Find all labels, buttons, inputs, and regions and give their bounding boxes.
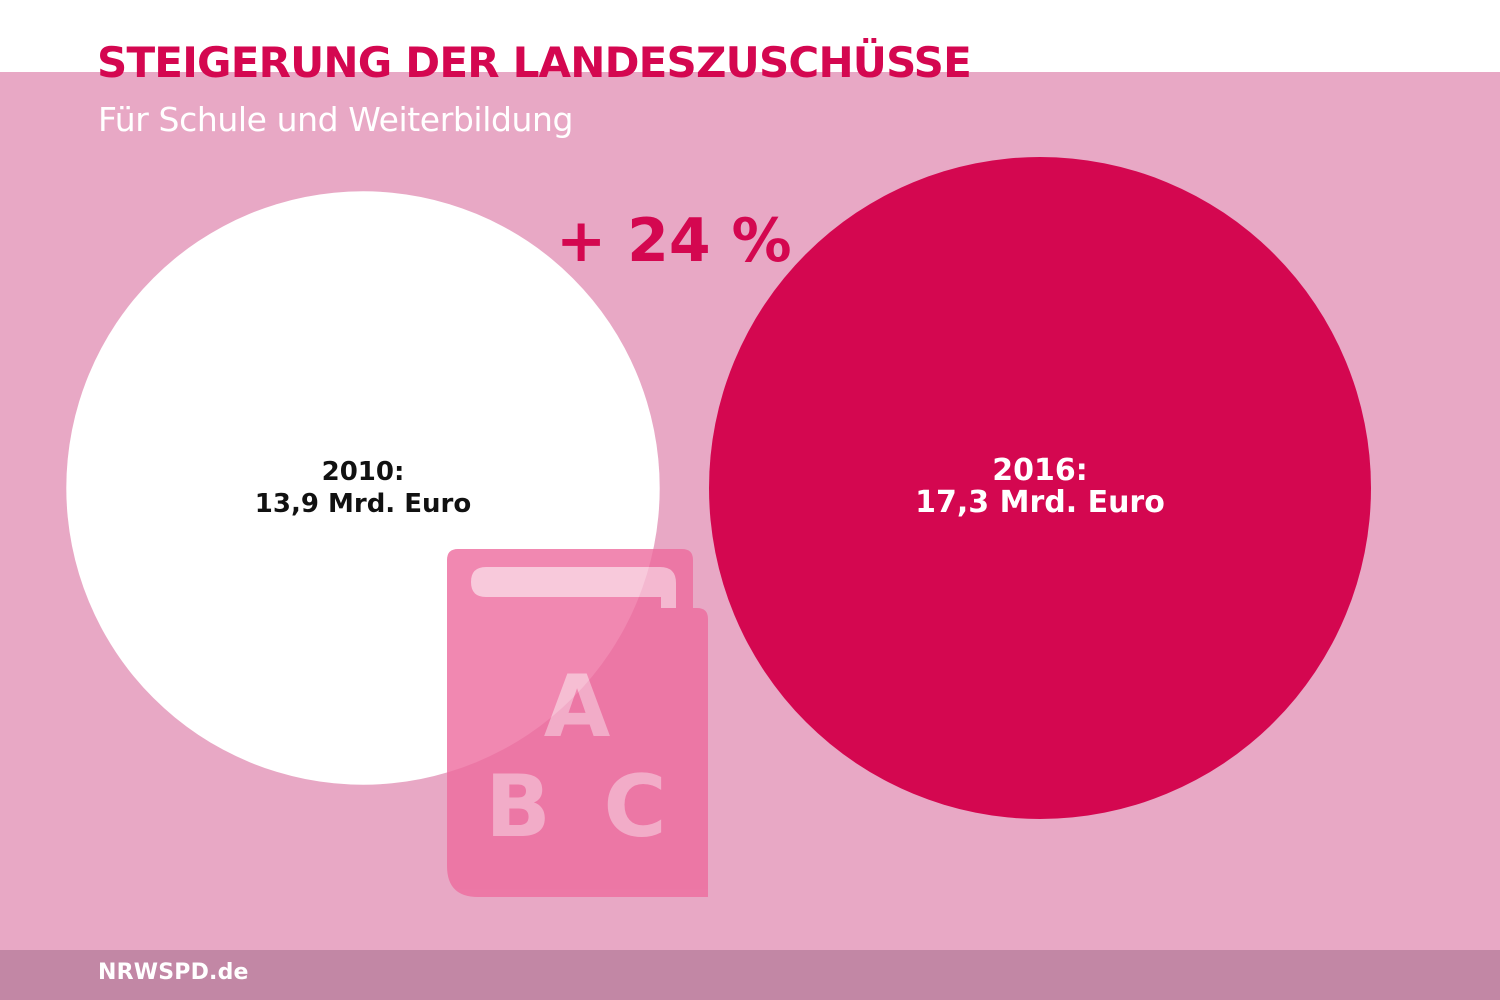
bubble-2010-year-label: 2010: bbox=[322, 457, 405, 487]
bubble-2010-value-label: 13,9 Mrd. Euro bbox=[255, 489, 471, 519]
letter-c: C bbox=[603, 757, 666, 857]
abc-book-icon: A B C bbox=[447, 549, 708, 897]
change-percent-label: + 24 % bbox=[556, 206, 792, 276]
letter-a: A bbox=[544, 657, 611, 757]
letter-b: B bbox=[485, 757, 551, 857]
page-title: STEIGERUNG DER LANDESZUSCHÜSSE bbox=[97, 38, 972, 87]
bubble-2016-value-label: 17,3 Mrd. Euro bbox=[915, 485, 1165, 520]
bubble-2016 bbox=[709, 157, 1371, 819]
footer-bar bbox=[0, 950, 1500, 1000]
footer-website: NRWSPD.de bbox=[98, 960, 249, 985]
page-subtitle: Für Schule und Weiterbildung bbox=[98, 100, 574, 139]
bubble-2016-year-label: 2016: bbox=[992, 453, 1088, 488]
